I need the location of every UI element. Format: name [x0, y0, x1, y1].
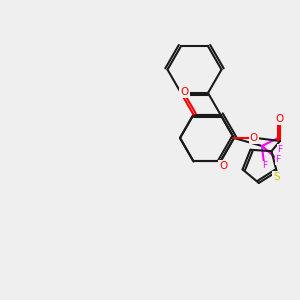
Text: O: O: [276, 114, 284, 124]
Text: F: F: [275, 155, 281, 164]
Text: O: O: [219, 161, 228, 171]
Text: O: O: [180, 87, 189, 97]
Text: F: F: [278, 145, 283, 154]
Text: F: F: [262, 161, 268, 170]
Text: S: S: [273, 172, 280, 182]
Text: O: O: [250, 133, 258, 143]
